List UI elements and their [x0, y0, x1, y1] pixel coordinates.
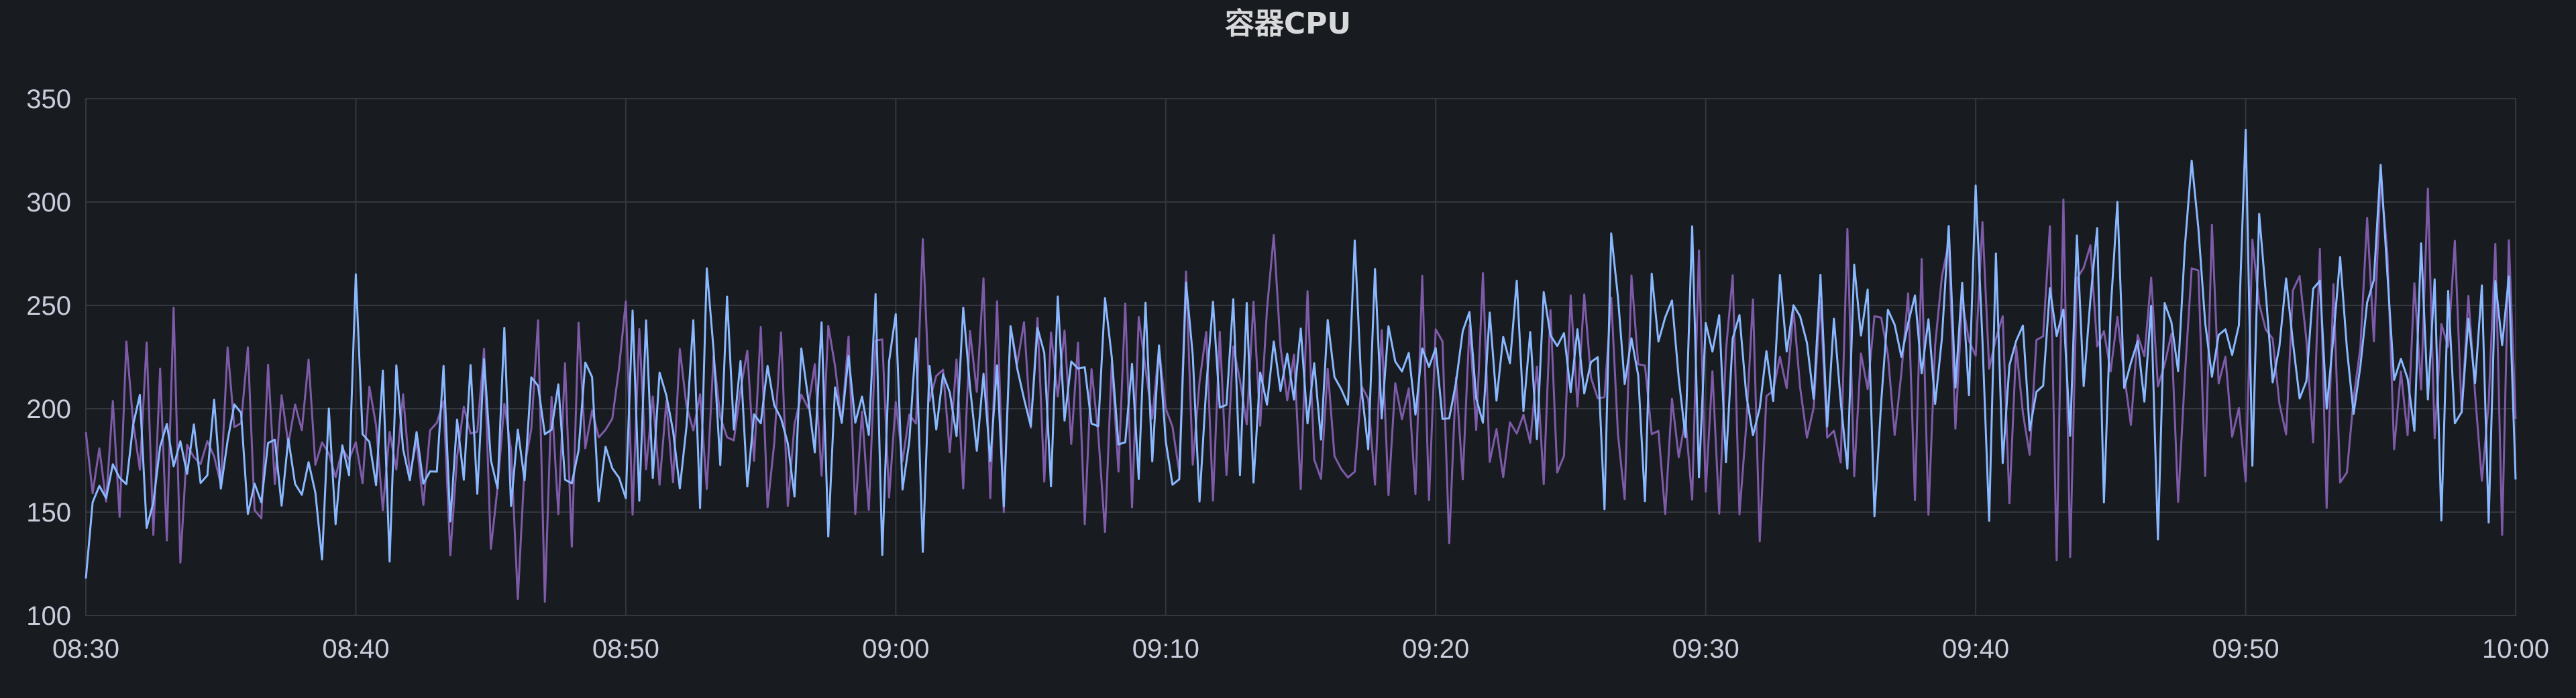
x-axis: 08:30 08:40 08:50 09:00 09:10 09:20 09:30 09:40…	[52, 634, 2549, 664]
x-tick-label: 09:30	[1672, 634, 1739, 664]
x-tick-label: 10:00	[2482, 634, 2549, 664]
y-tick-label: 200	[26, 395, 71, 424]
series-line-1[interactable]	[85, 176, 2517, 603]
y-tick-label: 300	[26, 188, 71, 217]
x-tick-label: 09:40	[1942, 634, 2009, 664]
panel-title: 容器CPU	[1224, 7, 1352, 41]
x-tick-label: 08:40	[322, 634, 389, 664]
y-tick-label: 150	[26, 498, 71, 528]
x-tick-label: 09:10	[1132, 634, 1199, 664]
series-group	[85, 128, 2517, 603]
y-axis: 100 150 200 250 300 350	[26, 85, 71, 631]
x-tick-label: 08:50	[592, 634, 659, 664]
y-tick-label: 250	[26, 291, 71, 321]
y-tick-label: 100	[26, 601, 71, 631]
y-tick-label: 350	[26, 85, 71, 114]
x-tick-label: 09:20	[1402, 634, 1469, 664]
x-tick-label: 09:00	[862, 634, 929, 664]
series-line-2[interactable]	[85, 128, 2517, 579]
x-tick-label: 09:50	[2212, 634, 2279, 664]
x-tick-label: 08:30	[52, 634, 119, 664]
